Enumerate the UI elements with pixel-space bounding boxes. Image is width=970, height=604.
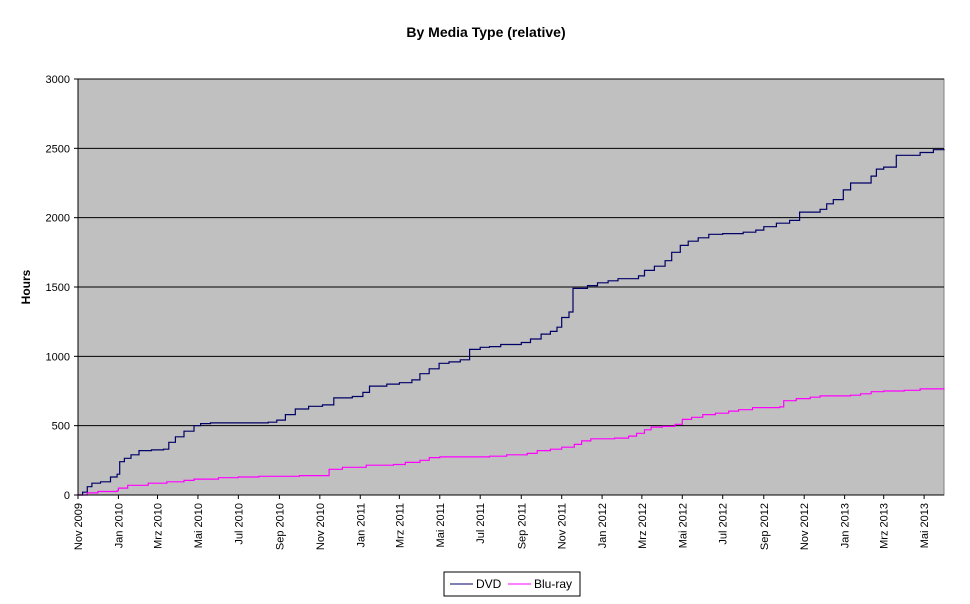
x-tick-label: Jan 2011 — [355, 503, 367, 547]
x-tick-label: Mrz 2012 — [637, 503, 649, 549]
x-tick-label: Mai 2013 — [919, 503, 931, 548]
x-tick-label: Jul 2010 — [233, 503, 245, 545]
y-tick-label: 1000 — [46, 351, 70, 363]
x-tick-label: Jan 2012 — [597, 503, 609, 548]
x-tick-label: Mai 2011 — [435, 503, 447, 547]
x-tick-label: Sep 2012 — [759, 503, 771, 550]
x-tick-label: Jul 2012 — [718, 503, 730, 545]
series-line-blu-ray — [78, 388, 945, 496]
x-axis-ticks: Nov 2009 Jan 2010 Mrz 2010 Mai 2010 Jul 2010… — [73, 495, 931, 550]
x-tick-label: Mrz 2010 — [153, 503, 165, 549]
y-tick-label: 2000 — [46, 213, 70, 225]
y-tick-label: 3000 — [46, 74, 70, 86]
y-tick-label: 0 — [64, 490, 70, 502]
x-tick-label: Mrz 2011 — [394, 503, 406, 548]
x-tick-label: Jan 2013 — [840, 503, 852, 548]
y-axis-label: Hours — [19, 269, 33, 304]
y-axis-ticks: 0 500 1000 1500 2000 2500 3000 — [46, 74, 78, 502]
x-tick-label: Nov 2011 — [557, 503, 569, 549]
x-tick-label: Mai 2012 — [677, 503, 689, 548]
series-lines — [78, 149, 945, 496]
legend-label-blu-ray: Blu-ray — [534, 577, 572, 591]
x-tick-label: Nov 2010 — [315, 503, 327, 550]
series-line-dvd — [78, 149, 945, 496]
x-tick-label: Nov 2012 — [799, 503, 811, 550]
x-tick-label: Sep 2010 — [274, 503, 286, 550]
x-tick-label: Jul 2011 — [475, 503, 487, 544]
x-tick-label: Jan 2010 — [113, 503, 125, 548]
x-tick-label: Mai 2010 — [193, 503, 205, 548]
x-tick-label: Mrz 2013 — [879, 503, 891, 549]
legend-label-dvd: DVD — [476, 577, 502, 591]
x-tick-label: Nov 2009 — [73, 503, 85, 550]
y-tick-label: 500 — [52, 421, 70, 433]
gridlines — [78, 78, 944, 427]
y-tick-label: 1500 — [46, 282, 70, 294]
legend: DVD Blu-ray — [443, 571, 581, 597]
x-tick-label: Sep 2011 — [516, 503, 528, 549]
chart-title: By Media Type (relative) — [406, 24, 565, 40]
y-tick-label: 2500 — [46, 143, 70, 155]
